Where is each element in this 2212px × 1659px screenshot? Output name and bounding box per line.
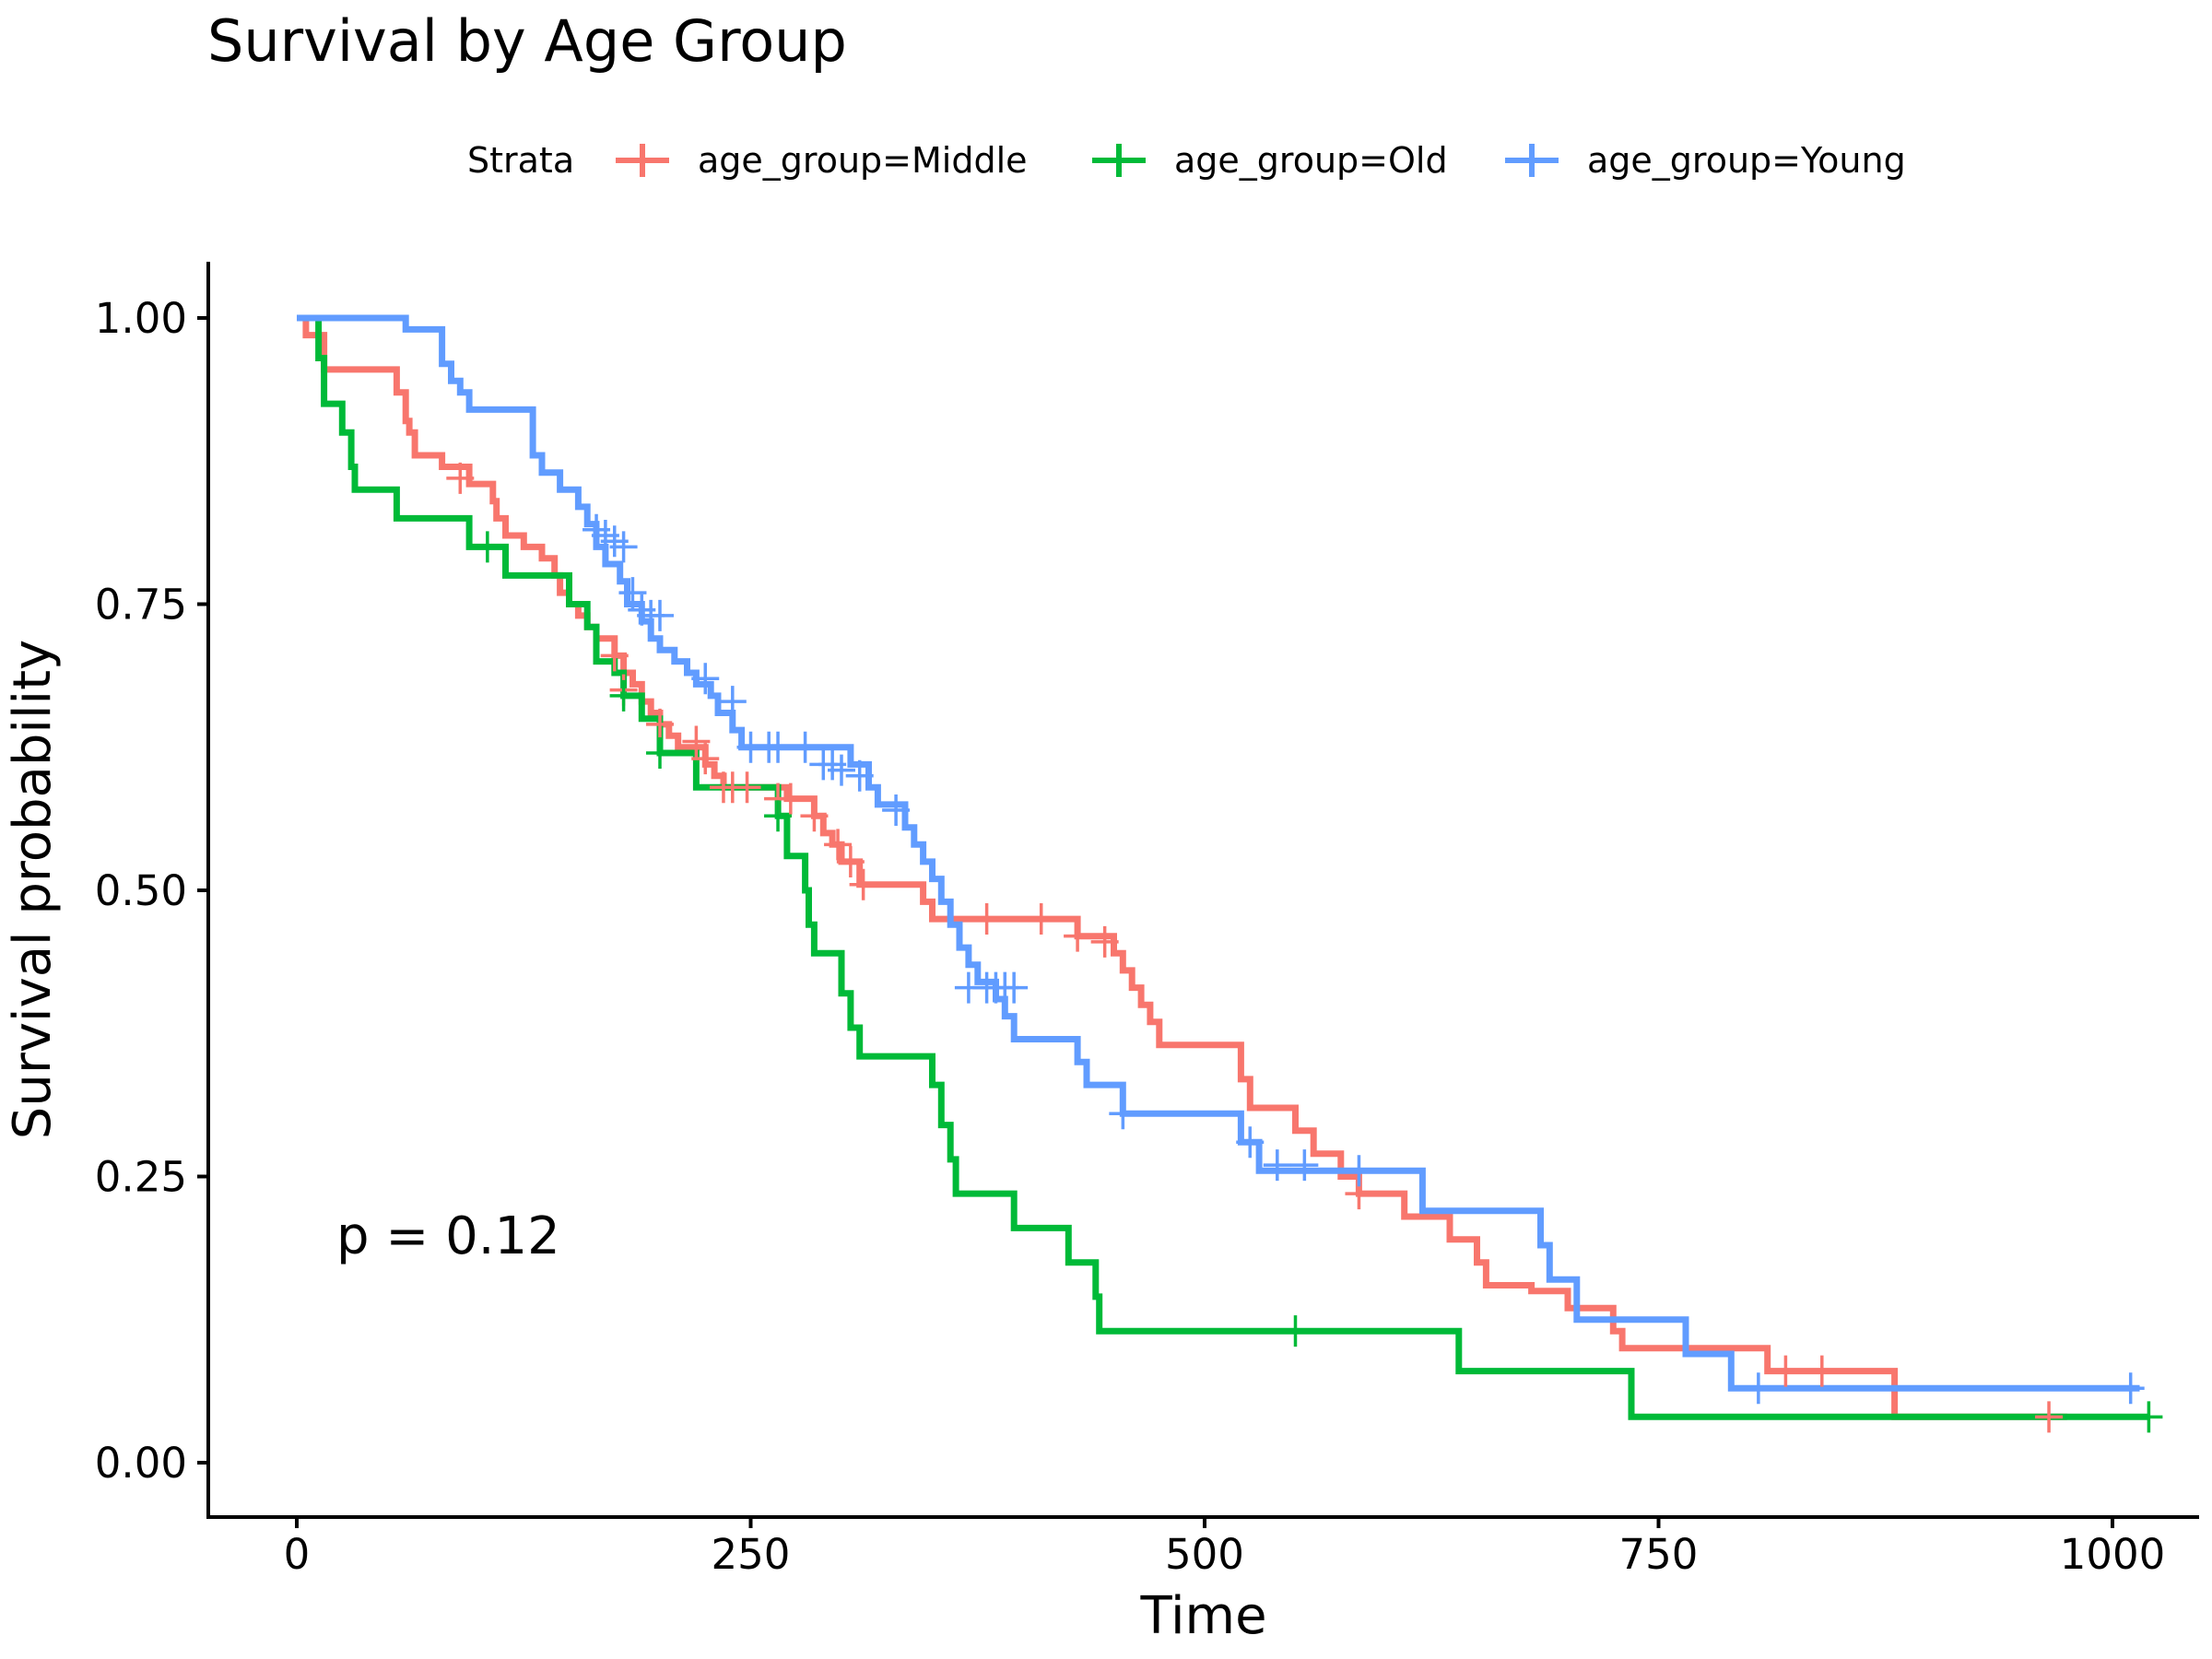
legend-key <box>1092 144 1146 177</box>
censor-mark <box>882 794 911 827</box>
legend-item-old: age_group=Old <box>1092 140 1448 181</box>
legend-label: age_group=Middle <box>698 140 1028 181</box>
censor-mark <box>473 531 501 563</box>
censor-mark <box>646 599 674 631</box>
curve-middle <box>297 314 2067 1420</box>
legend-label: age_group=Old <box>1174 140 1448 181</box>
censor-mark <box>733 771 761 804</box>
y-axis-ticks: 0.00 0.25 0.50 0.75 1.00 <box>95 294 208 1488</box>
censor-mark <box>800 800 829 832</box>
legend-label: age_group=Young <box>1587 140 1906 181</box>
censor-mark <box>1263 1149 1291 1182</box>
censor-mark <box>824 829 853 861</box>
censor-mark <box>691 743 720 775</box>
x-tick-label: 250 <box>712 1530 791 1579</box>
y-tick-label: 0.25 <box>95 1153 187 1202</box>
curve-old <box>297 314 2149 1420</box>
y-tick-label: 0.75 <box>95 581 187 629</box>
censor-mark <box>2135 1401 2163 1433</box>
censor-mark <box>1109 1098 1137 1130</box>
censor-mark <box>1345 1155 1373 1187</box>
censor-mark <box>849 868 877 900</box>
censor-mark <box>836 845 865 877</box>
p-value-annotation: p = 0.12 <box>336 1206 560 1266</box>
censor-mark <box>972 903 1001 935</box>
legend-key <box>616 144 669 177</box>
legend: Strata age_group=Middle age_group=Old age_… <box>467 140 1906 181</box>
censor-mark <box>1000 971 1029 1004</box>
y-tick-label: 0.00 <box>95 1439 187 1488</box>
legend-items: age_group=Middle age_group=Old age_group=Y… <box>616 140 1906 181</box>
censor-mark <box>1771 1355 1800 1387</box>
curve-young <box>297 314 2140 1392</box>
y-tick-label: 0.50 <box>95 866 187 915</box>
censor-mark <box>609 679 638 712</box>
legend-item-young: age_group=Young <box>1505 140 1906 181</box>
censor-mark <box>618 577 647 609</box>
censor-mark <box>718 686 747 718</box>
y-axis-title: Survival probability <box>3 640 63 1139</box>
censor-mark <box>2116 1372 2145 1405</box>
censor-mark <box>1807 1355 1836 1387</box>
chart-title: Survival by Age Group <box>207 7 847 75</box>
legend-title: Strata <box>467 140 574 181</box>
censor-mark <box>646 708 674 740</box>
x-tick-label: 750 <box>1619 1530 1699 1579</box>
censor-mark <box>1064 920 1092 952</box>
censor-mark <box>646 736 674 769</box>
censor-mark <box>1290 1149 1319 1182</box>
censor-mark <box>791 731 819 763</box>
censor-mark <box>1027 903 1055 935</box>
censor-mark <box>2035 1401 2064 1433</box>
censor-mark <box>682 725 711 758</box>
x-axis-title: Time <box>1139 1586 1266 1646</box>
x-tick-label: 0 <box>284 1530 311 1579</box>
censor-mark <box>845 759 874 792</box>
censor-mark <box>446 462 475 494</box>
censor-mark <box>600 640 629 672</box>
censor-mark <box>764 731 793 763</box>
censor-mark <box>1281 1315 1310 1347</box>
censor-mark <box>764 800 793 832</box>
legend-key <box>1505 144 1559 177</box>
censor-mark <box>1744 1372 1772 1405</box>
censor-mark <box>1236 1126 1265 1159</box>
censor-marks <box>446 462 2163 1433</box>
censor-mark <box>609 531 638 563</box>
censor-mark <box>1090 925 1119 958</box>
censor-mark <box>691 663 720 695</box>
x-axis-ticks: 0 250 500 750 1000 <box>284 1517 2166 1579</box>
survival-curves <box>297 314 2149 1420</box>
legend-item-middle: age_group=Middle <box>616 140 1028 181</box>
x-tick-label: 500 <box>1165 1530 1244 1579</box>
plot-area: 0.00 0.25 0.50 0.75 1.00 0 250 500 750 1000 <box>95 262 2199 1579</box>
y-tick-label: 1.00 <box>95 294 187 343</box>
censor-mark <box>828 754 855 786</box>
censor-mark <box>776 782 805 815</box>
x-tick-label: 1000 <box>2060 1530 2166 1579</box>
